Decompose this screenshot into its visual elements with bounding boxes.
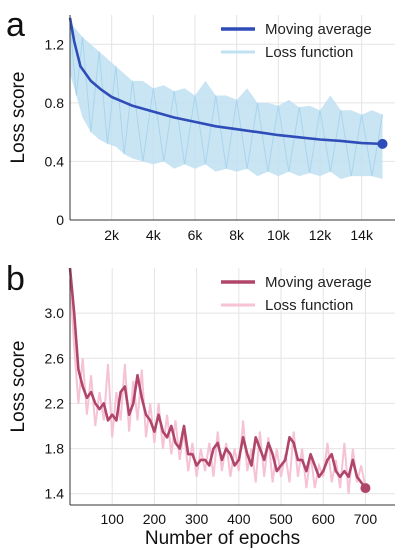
x-axis-title: Number of epochs xyxy=(145,528,300,549)
legend-label: Moving average xyxy=(265,274,372,291)
panel-letter: b xyxy=(6,260,25,298)
y-tick-label: 2.6 xyxy=(45,350,65,366)
x-tick-label: 12k xyxy=(309,227,333,243)
y-axis-title: Loss score xyxy=(8,72,29,164)
x-tick-label: 700 xyxy=(354,511,378,527)
y-tick-label: 1.4 xyxy=(45,486,65,502)
x-tick-label: 300 xyxy=(185,511,209,527)
legend-label: Loss function xyxy=(265,297,353,314)
y-tick-label: 3.0 xyxy=(45,305,65,321)
x-tick-label: 100 xyxy=(101,511,125,527)
x-tick-label: 10k xyxy=(267,227,291,243)
panel-letter: a xyxy=(6,6,25,44)
legend-label: Moving average xyxy=(265,21,372,38)
x-tick-label: 6k xyxy=(188,227,204,243)
y-tick-label: 2.2 xyxy=(45,395,65,411)
y-tick-label: 0.8 xyxy=(45,95,65,111)
y-axis-title: Loss score xyxy=(8,341,29,433)
y-tick-label: 1.8 xyxy=(45,441,65,457)
x-tick-label: 600 xyxy=(312,511,336,527)
x-tick-label: 8k xyxy=(229,227,245,243)
y-tick-label: 0 xyxy=(56,212,64,228)
y-tick-label: 1.2 xyxy=(45,36,65,52)
end-marker xyxy=(377,138,388,149)
chart-panel-a: 0 0.4 0.8 1.2 2k 4k 6k 8k 10k 12k 14k Loss score a Mo… xyxy=(6,6,395,243)
x-tick-label: 500 xyxy=(269,511,293,527)
loss-line xyxy=(69,279,367,494)
y-tick-label: 0.4 xyxy=(45,153,65,169)
x-tick-label: 400 xyxy=(227,511,251,527)
loss-line xyxy=(69,22,383,177)
end-marker xyxy=(360,483,371,494)
x-tick-label: 2k xyxy=(104,227,120,243)
x-tick-label: 200 xyxy=(143,511,167,527)
x-tick-label: 4k xyxy=(146,227,162,243)
legend-label: Loss function xyxy=(265,44,353,61)
chart-panel-b: 1.4 1.8 2.2 2.6 3.0 100 200 300 400 500 600 700 Loss… xyxy=(6,260,395,549)
x-tick-label: 14k xyxy=(350,227,374,243)
